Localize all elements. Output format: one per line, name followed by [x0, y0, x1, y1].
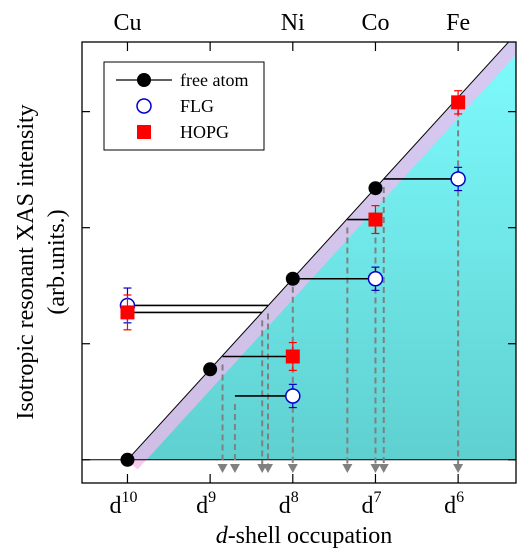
- legend-label-flg: FLG: [180, 96, 214, 116]
- flg-point: [285, 388, 301, 404]
- dashed-arrow-head: [370, 464, 381, 473]
- dashed-arrow-head: [378, 464, 389, 473]
- legend-box: [103, 61, 265, 151]
- x-tick-label: d9: [196, 489, 216, 519]
- legend: free atom FLG HOPG: [103, 61, 265, 151]
- free-atom-point: [203, 362, 218, 377]
- dashed-arrow-head: [453, 464, 464, 473]
- dashed-arrow-head: [342, 464, 353, 473]
- free-atom-point: [285, 271, 300, 286]
- connector-group: [127, 178, 459, 397]
- dashed-arrow-head: [287, 464, 298, 473]
- arrow-group: [217, 110, 464, 473]
- free-atom-point: [368, 181, 383, 196]
- y-axis-label-line1: Isotropic resonant XAS intensity: [13, 104, 39, 419]
- marker-group: [119, 90, 466, 467]
- x-tick-label: d8: [279, 489, 299, 519]
- legend-label-free-atom: free atom: [180, 70, 248, 90]
- legend-label-hopg: HOPG: [180, 122, 229, 142]
- top-element-label: Co: [361, 10, 389, 36]
- flg-point: [367, 270, 384, 287]
- top-element-label: Cu: [113, 10, 141, 36]
- plot-frame: [81, 41, 517, 484]
- x-tick-label: d10: [109, 489, 137, 519]
- legend-marker-flg: [136, 98, 152, 114]
- hopg-point: [120, 305, 135, 320]
- dashed-arrow-head: [229, 464, 240, 473]
- free-atom-point: [120, 452, 135, 467]
- plot-area: [82, 42, 516, 473]
- hopg-point: [451, 95, 466, 110]
- top-element-label: Fe: [446, 10, 470, 36]
- legend-marker-hopg: [137, 125, 151, 139]
- legend-marker-free-atom: [137, 73, 151, 87]
- flg-point: [450, 171, 466, 187]
- x-tick-label: d7: [361, 489, 381, 519]
- dashed-arrow-head: [217, 464, 228, 473]
- tick-group: d10 d9 d8 d7 d6 Cu Ni Co Fe: [82, 10, 516, 519]
- hopg-point: [285, 349, 300, 364]
- top-element-label: Ni: [281, 10, 305, 36]
- x-axis-label: d-shell occupation: [216, 523, 393, 548]
- hopg-point: [368, 212, 383, 227]
- x-tick-label: d6: [444, 489, 464, 519]
- y-axis-label-line2: (arb.units.): [44, 209, 70, 314]
- diagonal-band: [127, 42, 516, 470]
- dashed-arrow-head: [257, 464, 268, 473]
